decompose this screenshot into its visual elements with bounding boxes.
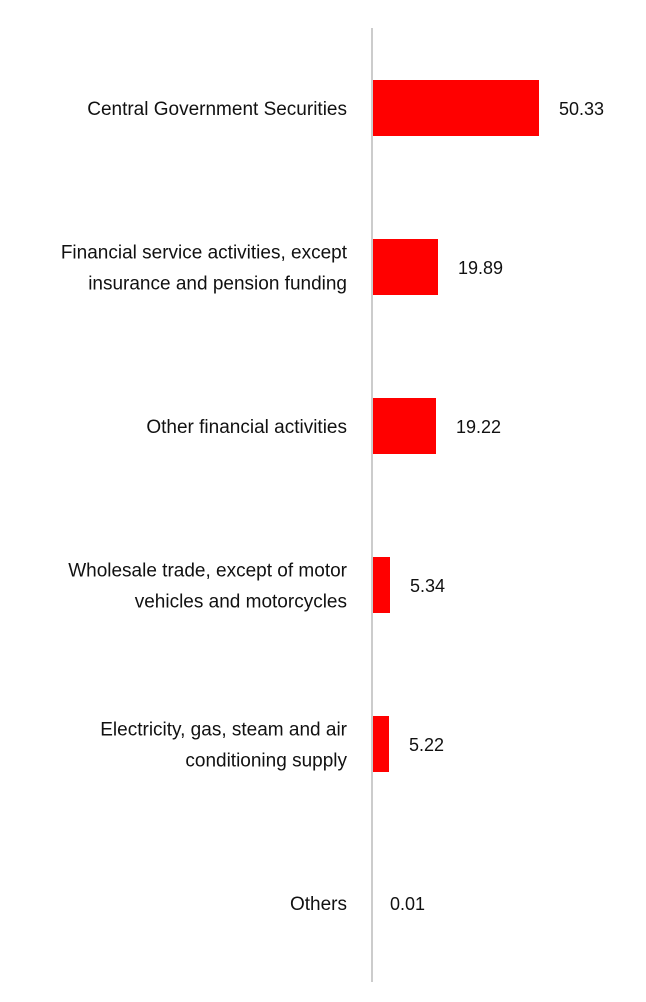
value-label: 19.22 — [456, 417, 501, 437]
category-label-line: Others — [290, 894, 347, 915]
bar — [372, 80, 539, 136]
bar — [372, 716, 389, 772]
bar — [372, 239, 438, 295]
category-label: Others — [290, 894, 347, 915]
category-label: Financial service activities, except insu… — [61, 243, 348, 295]
value-label: 0.01 — [390, 894, 425, 914]
category-label-line: Other financial activities — [146, 417, 347, 438]
category-label-line: Financial service activities, except — [61, 243, 348, 264]
category-label: Central Government Securities — [87, 99, 347, 120]
category-label-line: insurance and pension funding — [88, 274, 347, 295]
category-label: Wholesale trade, except of motor vehicles… — [68, 561, 347, 613]
category-label-line: conditioning supply — [185, 751, 347, 772]
category-label-line: Electricity, gas, steam and air — [100, 720, 347, 741]
category-label-line: Central Government Securities — [87, 99, 347, 120]
bar — [372, 557, 390, 613]
bar — [372, 398, 436, 454]
value-label: 50.33 — [559, 99, 604, 119]
value-label: 19.89 — [458, 258, 503, 278]
category-label-line: Wholesale trade, except of motor — [68, 561, 347, 582]
category-label: Electricity, gas, steam and air condition… — [100, 720, 347, 772]
category-label-line: vehicles and motorcycles — [135, 592, 347, 613]
value-label: 5.22 — [409, 735, 444, 755]
value-label: 5.34 — [410, 576, 445, 596]
category-label: Other financial activities — [146, 417, 347, 438]
